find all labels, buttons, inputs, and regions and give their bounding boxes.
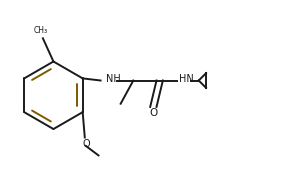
Text: O: O: [82, 139, 90, 148]
Text: CH₃: CH₃: [34, 26, 48, 35]
Text: NH: NH: [106, 75, 121, 84]
Text: O: O: [149, 108, 157, 118]
Text: HN: HN: [179, 75, 193, 84]
